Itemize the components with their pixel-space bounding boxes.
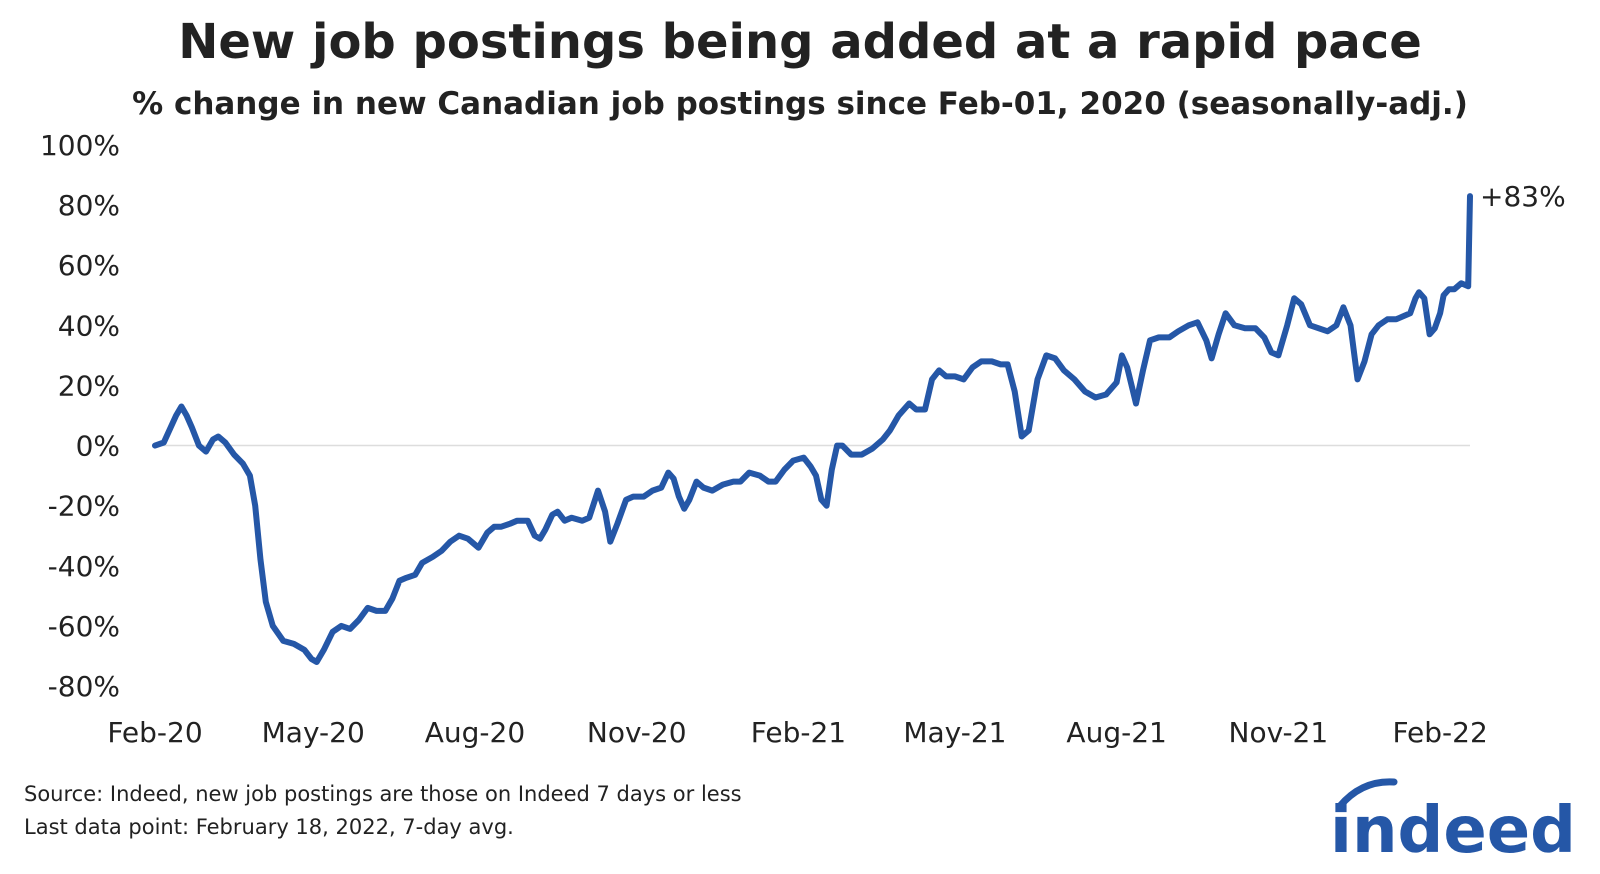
last-data-point-note: Last data point: February 18, 2022, 7-da… xyxy=(24,815,514,839)
y-tick-label: -80% xyxy=(48,670,120,703)
x-tick-label: Feb-22 xyxy=(1392,716,1487,749)
x-tick-label: Aug-21 xyxy=(1066,716,1166,749)
y-tick-label: -40% xyxy=(48,550,120,583)
chart-title: New job postings being added at a rapid … xyxy=(178,14,1422,70)
source-note: Source: Indeed, new job postings are tho… xyxy=(24,782,742,806)
y-tick-label: 20% xyxy=(58,369,120,402)
x-tick-label: Feb-21 xyxy=(751,716,846,749)
y-tick-label: 100% xyxy=(40,129,120,162)
y-tick-label: 0% xyxy=(76,430,120,463)
y-tick-label: -20% xyxy=(48,490,120,523)
y-tick-label: 40% xyxy=(58,309,120,342)
indeed-logo: indeed xyxy=(1330,778,1576,864)
y-tick-label: 80% xyxy=(58,189,120,222)
x-tick-label: May-20 xyxy=(262,716,365,749)
x-tick-label: Feb-20 xyxy=(107,716,202,749)
logo-wordmark: indeed xyxy=(1330,794,1576,864)
x-tick-label: May-21 xyxy=(903,716,1006,749)
end-value-label: +83% xyxy=(1480,180,1566,213)
x-tick-label: Nov-20 xyxy=(587,716,687,749)
series-line xyxy=(152,193,1473,665)
x-tick-label: Nov-21 xyxy=(1229,716,1329,749)
y-tick-label: 60% xyxy=(58,249,120,282)
x-tick-label: Aug-20 xyxy=(425,716,525,749)
chart-subtitle: % change in new Canadian job postings si… xyxy=(132,86,1468,122)
y-tick-label: -60% xyxy=(48,610,120,643)
